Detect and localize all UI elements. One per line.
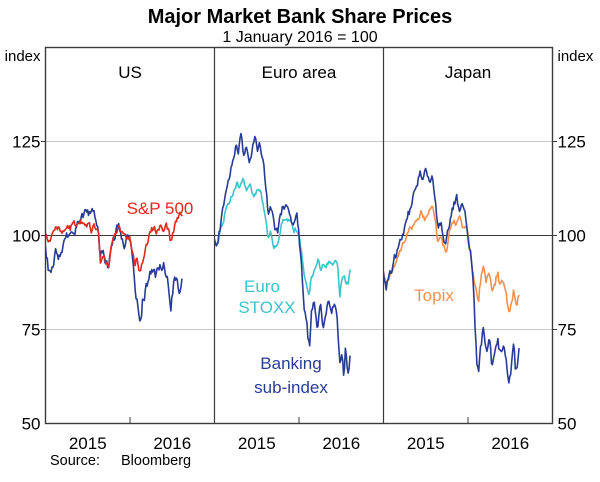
y-tick-label-left: 100 (12, 227, 40, 246)
y-tick-label-right: 75 (558, 321, 577, 340)
series-label-banking-0: Banking (260, 354, 321, 373)
x-tick-label: 2016 (322, 434, 360, 453)
y-unit-label-left: index (5, 48, 41, 65)
x-tick-label: 2016 (153, 434, 191, 453)
y-tick-label-left: 50 (22, 415, 41, 434)
line-us-s-p-500 (45, 211, 183, 272)
line-japan-banking-sub-index (383, 167, 520, 384)
y-tick-label-right: 125 (558, 133, 586, 152)
source-note: Source: Bloomberg (50, 453, 191, 469)
series-label-banking-1: sub-index (254, 378, 328, 397)
panel-title-euro-area: Euro area (262, 63, 337, 82)
y-unit-label-right: index (558, 48, 594, 65)
chart-subtitle: 1 January 2016 = 100 (222, 29, 378, 46)
line-japan-topix (383, 205, 520, 313)
panel-title-japan: Japan (445, 63, 491, 82)
x-tick-label: 2015 (69, 434, 107, 453)
x-tick-label: 2016 (491, 434, 529, 453)
y-tick-label-left: 125 (12, 133, 40, 152)
series-label-sp500: S&P 500 (127, 199, 194, 218)
line-euro-area-banking-sub-index (214, 132, 351, 376)
series-label-euro_stoxx-0: Euro (244, 277, 280, 296)
source-label: Source: (50, 453, 100, 469)
source-value: Bloomberg (120, 453, 192, 469)
line-euro-area-euro-stoxx (214, 177, 351, 298)
y-tick-label-right: 100 (558, 227, 586, 246)
series-label-euro_stoxx-1: STOXX (238, 298, 295, 317)
x-tick-label: 2015 (407, 434, 445, 453)
panel-title-us: US (118, 63, 142, 82)
y-tick-label-right: 50 (558, 415, 577, 434)
chart-title: Major Market Bank Share Prices (147, 6, 453, 28)
y-tick-label-left: 75 (22, 321, 41, 340)
x-tick-label: 2015 (238, 434, 276, 453)
series-label-topix: Topix (414, 286, 454, 305)
